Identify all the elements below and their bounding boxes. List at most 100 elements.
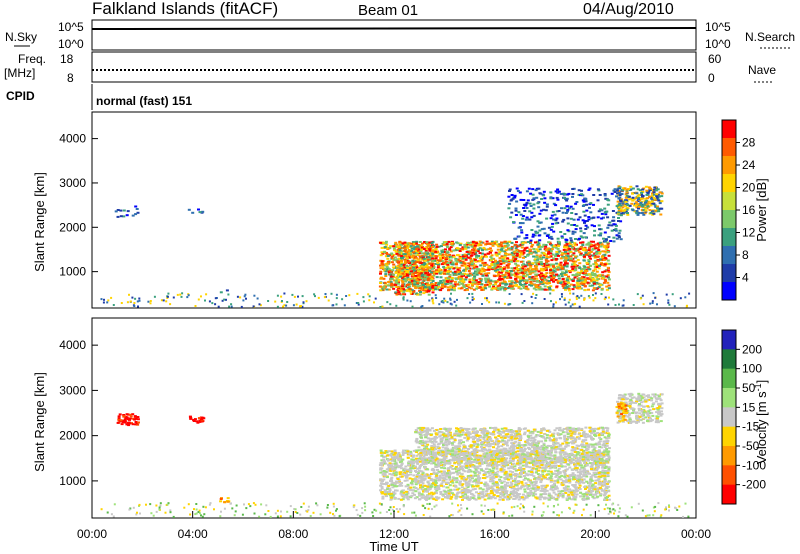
data-cell (442, 241, 446, 244)
data-cell (440, 263, 444, 266)
data-cell (410, 281, 414, 284)
data-cell (650, 202, 654, 205)
data-cell (542, 190, 546, 193)
data-cell (582, 247, 586, 250)
data-cell (505, 245, 509, 248)
data-cell (560, 465, 564, 468)
data-cell (623, 208, 627, 211)
data-cell (305, 300, 308, 303)
data-cell (604, 245, 607, 248)
data-cell (394, 271, 398, 274)
data-cell (552, 466, 556, 469)
data-cell (494, 259, 497, 262)
data-cell (497, 253, 501, 255)
data-cell (401, 277, 405, 280)
data-cell (594, 274, 598, 277)
data-cell (642, 213, 646, 216)
data-cell (135, 208, 139, 210)
data-cell (580, 268, 583, 271)
data-cell (538, 263, 541, 266)
data-cell (467, 262, 471, 265)
data-cell (348, 294, 351, 297)
data-cell (129, 300, 132, 303)
data-cell (403, 268, 407, 271)
data-cell (637, 193, 641, 196)
data-cell (508, 462, 512, 464)
data-cell (406, 495, 410, 498)
data-cell (587, 249, 591, 252)
data-cell (399, 471, 403, 474)
data-cell (529, 192, 533, 195)
data-cell (510, 259, 514, 262)
data-cell (543, 467, 547, 470)
data-cell (631, 209, 635, 212)
data-cell (406, 299, 409, 302)
data-cell (204, 299, 206, 302)
data-cell (492, 474, 496, 477)
data-cell (436, 468, 439, 471)
data-cell (511, 254, 515, 256)
data-cell (545, 217, 549, 220)
data-cell (583, 494, 587, 497)
data-cell (582, 478, 586, 481)
data-cell (428, 254, 432, 257)
data-cell (636, 293, 639, 296)
data-cell (655, 195, 659, 197)
data-cell (405, 289, 409, 292)
data-cell (626, 212, 629, 214)
data-cell (510, 267, 514, 270)
data-cell (417, 261, 420, 263)
data-cell (404, 272, 408, 274)
data-cell (452, 493, 455, 496)
data-cell (557, 245, 560, 248)
date-title: 04/Aug/2010 (583, 1, 674, 18)
data-cell (603, 478, 607, 481)
data-cell (447, 489, 451, 492)
data-cell (483, 261, 487, 264)
data-cell (134, 205, 138, 208)
data-cell (587, 288, 590, 291)
data-cell (442, 243, 446, 246)
data-cell (605, 485, 609, 488)
data-cell (525, 462, 529, 465)
data-cell (615, 237, 619, 240)
data-cell (578, 471, 582, 474)
data-cell (463, 261, 467, 264)
data-cell (125, 214, 129, 217)
data-cell (630, 202, 634, 205)
data-cell (582, 497, 586, 500)
data-cell (615, 205, 619, 208)
data-cell (486, 252, 490, 255)
data-cell (550, 277, 554, 280)
data-cell (496, 248, 500, 251)
data-cell (465, 273, 468, 276)
data-cell (459, 496, 463, 499)
data-cell (498, 284, 502, 287)
data-cell (443, 263, 447, 266)
data-cell (521, 242, 525, 245)
data-cell (380, 264, 384, 267)
data-cell (537, 454, 541, 457)
data-cell (484, 248, 488, 251)
data-cell (525, 280, 529, 283)
data-cell (566, 229, 570, 232)
data-cell (455, 479, 459, 482)
data-cell (585, 475, 589, 478)
data-cell (281, 300, 283, 302)
data-cell (434, 269, 438, 272)
data-cell (401, 242, 405, 245)
data-cell (503, 245, 507, 247)
data-cell (523, 268, 527, 271)
data-cell (532, 214, 536, 217)
data-cell (597, 286, 601, 289)
data-cell (523, 283, 527, 286)
data-cell (341, 298, 344, 301)
data-cell (414, 274, 418, 277)
data-cell (431, 298, 434, 301)
data-cell (243, 295, 246, 298)
data-cell (496, 262, 500, 265)
data-cell (405, 257, 409, 260)
data-cell (501, 274, 505, 277)
data-cell (409, 496, 413, 499)
data-cell (400, 279, 404, 282)
